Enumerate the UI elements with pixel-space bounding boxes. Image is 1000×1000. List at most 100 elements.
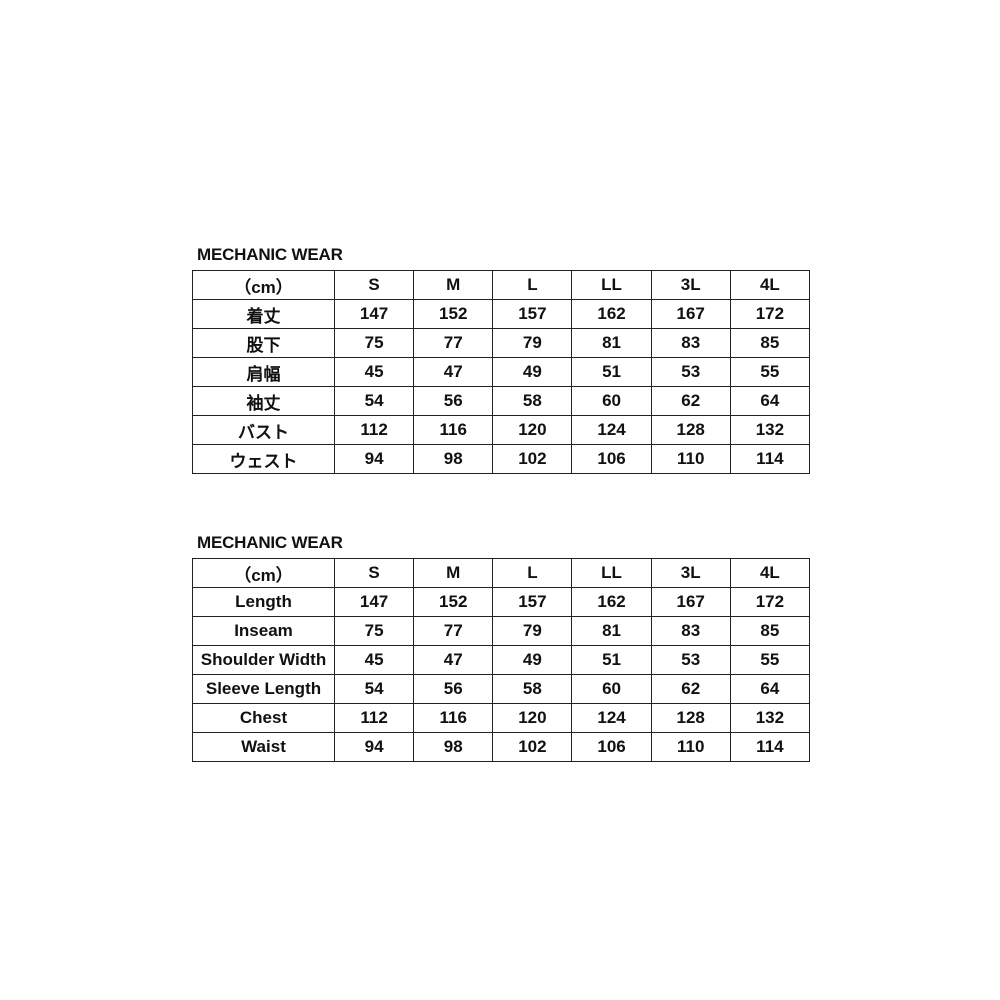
value-cell: 162	[571, 299, 652, 329]
value-cell: 110	[650, 732, 731, 762]
row-label-cell: 袖丈	[192, 386, 335, 416]
value-cell: 112	[333, 703, 415, 733]
value-cell: 120	[492, 415, 573, 445]
header-row: （cm） S M L LL 3L 4L	[192, 558, 811, 588]
value-cell: 147	[333, 299, 415, 329]
table-row: ウェスト 94 98 102 106 110 114	[192, 444, 811, 474]
table-row: Waist 94 98 102 106 110 114	[192, 732, 811, 762]
value-cell: 58	[492, 386, 573, 416]
value-cell: 62	[650, 674, 731, 704]
size-table-english: （cm） S M L LL 3L 4L Length 147 152 157 162 167 172 Ins…	[192, 558, 811, 762]
value-cell: 75	[333, 616, 415, 646]
value-cell: 116	[413, 703, 494, 733]
value-cell: 45	[333, 357, 415, 387]
table-row: 袖丈 54 56 58 60 62 64	[192, 386, 811, 416]
value-cell: 56	[413, 674, 494, 704]
value-cell: 64	[729, 386, 811, 416]
value-cell: 79	[492, 328, 573, 358]
value-cell: 45	[333, 645, 415, 675]
value-cell: 55	[729, 645, 811, 675]
row-label-cell: Length	[192, 587, 335, 617]
table-row: Length 147 152 157 162 167 172	[192, 587, 811, 617]
value-cell: 60	[571, 386, 652, 416]
size-table-japanese: （cm） S M L LL 3L 4L 着丈 147 152 157 162 167 172 股下 75 77 7…	[192, 270, 811, 474]
row-label-cell: 肩幅	[192, 357, 335, 387]
value-cell: S	[333, 270, 415, 300]
value-cell: 128	[650, 703, 731, 733]
value-cell: 83	[650, 616, 731, 646]
row-label-cell: 着丈	[192, 299, 335, 329]
value-cell: 79	[492, 616, 573, 646]
value-cell: LL	[571, 558, 652, 588]
value-cell: 47	[413, 645, 494, 675]
value-cell: L	[492, 270, 573, 300]
value-cell: 98	[413, 444, 494, 474]
value-cell: M	[413, 270, 494, 300]
table-title-japanese: MECHANIC WEAR	[197, 245, 343, 264]
row-label-cell: Sleeve Length	[192, 674, 335, 704]
value-cell: 3L	[650, 270, 731, 300]
value-cell: 116	[413, 415, 494, 445]
value-cell: 56	[413, 386, 494, 416]
value-cell: 77	[413, 328, 494, 358]
value-cell: 172	[729, 587, 811, 617]
value-cell: 85	[729, 328, 811, 358]
table-row: 着丈 147 152 157 162 167 172	[192, 299, 811, 329]
value-cell: 81	[571, 328, 652, 358]
table-row: 肩幅 45 47 49 51 53 55	[192, 357, 811, 387]
value-cell: S	[333, 558, 415, 588]
value-cell: 81	[571, 616, 652, 646]
value-cell: 60	[571, 674, 652, 704]
value-cell: 128	[650, 415, 731, 445]
value-cell: 54	[333, 674, 415, 704]
value-cell: 51	[571, 645, 652, 675]
row-label-cell: バスト	[192, 415, 335, 445]
row-label-cell: （cm）	[192, 558, 335, 588]
value-cell: 110	[650, 444, 731, 474]
value-cell: 85	[729, 616, 811, 646]
value-cell: 55	[729, 357, 811, 387]
value-cell: 4L	[729, 558, 811, 588]
value-cell: 152	[413, 587, 494, 617]
value-cell: 62	[650, 386, 731, 416]
value-cell: 3L	[650, 558, 731, 588]
value-cell: 75	[333, 328, 415, 358]
value-cell: 94	[333, 444, 415, 474]
value-cell: 64	[729, 674, 811, 704]
table-row: Shoulder Width 45 47 49 51 53 55	[192, 645, 811, 675]
value-cell: 49	[492, 357, 573, 387]
value-cell: 49	[492, 645, 573, 675]
value-cell: 132	[729, 415, 811, 445]
value-cell: 94	[333, 732, 415, 762]
table-row: Sleeve Length 54 56 58 60 62 64	[192, 674, 811, 704]
value-cell: 102	[492, 444, 573, 474]
row-label-cell: （cm）	[192, 270, 335, 300]
value-cell: 106	[571, 732, 652, 762]
value-cell: 51	[571, 357, 652, 387]
value-cell: 112	[333, 415, 415, 445]
table-title-english: MECHANIC WEAR	[197, 533, 343, 552]
value-cell: 157	[492, 587, 573, 617]
row-label-cell: Inseam	[192, 616, 335, 646]
table-row: バスト 112 116 120 124 128 132	[192, 415, 811, 445]
value-cell: M	[413, 558, 494, 588]
table-row: Chest 112 116 120 124 128 132	[192, 703, 811, 733]
value-cell: LL	[571, 270, 652, 300]
value-cell: 114	[729, 444, 811, 474]
value-cell: 53	[650, 645, 731, 675]
value-cell: 54	[333, 386, 415, 416]
row-label-cell: Chest	[192, 703, 335, 733]
value-cell: 147	[333, 587, 415, 617]
row-label-cell: Shoulder Width	[192, 645, 335, 675]
value-cell: 124	[571, 415, 652, 445]
value-cell: 58	[492, 674, 573, 704]
header-row: （cm） S M L LL 3L 4L	[192, 270, 811, 300]
value-cell: 4L	[729, 270, 811, 300]
value-cell: 53	[650, 357, 731, 387]
row-label-cell: ウェスト	[192, 444, 335, 474]
value-cell: 124	[571, 703, 652, 733]
value-cell: 98	[413, 732, 494, 762]
value-cell: 162	[571, 587, 652, 617]
value-cell: 83	[650, 328, 731, 358]
value-cell: 77	[413, 616, 494, 646]
